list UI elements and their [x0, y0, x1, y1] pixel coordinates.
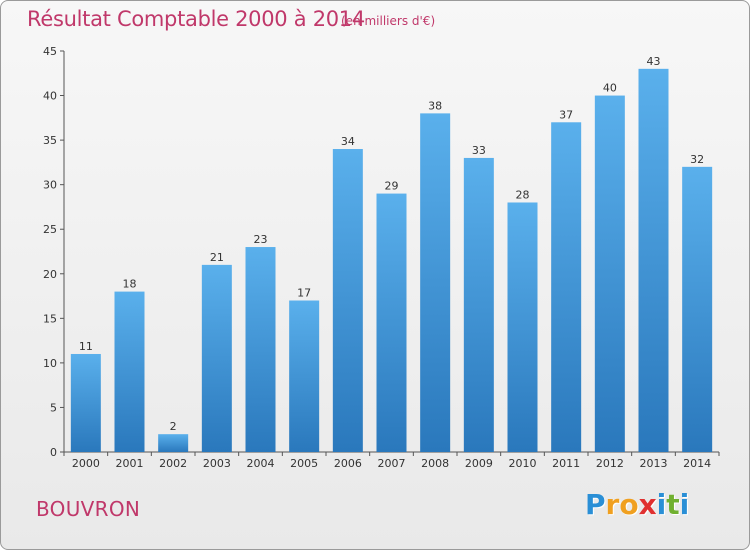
y-tick-label: 20 — [43, 268, 57, 281]
y-tick-label: 45 — [43, 45, 57, 58]
y-tick-label: 15 — [43, 312, 57, 325]
data-label-2013: 43 — [647, 55, 661, 68]
bar-2011 — [551, 122, 582, 453]
x-tick-label: 2008 — [421, 457, 449, 470]
bar-2010 — [507, 202, 538, 452]
x-tick-label: 2011 — [552, 457, 580, 470]
data-label-2006: 34 — [341, 135, 355, 148]
logo-letter: i — [656, 488, 667, 521]
bar-2009 — [463, 157, 494, 452]
data-label-2010: 28 — [516, 188, 530, 201]
data-label-2004: 23 — [254, 233, 268, 246]
x-tick-label: 2009 — [465, 457, 493, 470]
data-label-2003: 21 — [210, 251, 224, 264]
x-tick-label: 2005 — [290, 457, 318, 470]
x-tick-label: 2014 — [683, 457, 711, 470]
bar-2012 — [594, 95, 625, 453]
x-tick-label: 2000 — [72, 457, 100, 470]
data-label-2005: 17 — [297, 287, 311, 300]
logo-letter: i — [679, 488, 690, 521]
data-label-2011: 37 — [559, 108, 573, 121]
y-tick-label: 5 — [50, 401, 57, 414]
x-tick-label: 2003 — [203, 457, 231, 470]
x-tick-label: 2007 — [378, 457, 406, 470]
bar-2004 — [245, 247, 276, 452]
logo-letter: P — [585, 488, 606, 521]
bar-2002 — [158, 434, 189, 452]
x-tick-label: 2001 — [116, 457, 144, 470]
logo-letter: r — [605, 488, 620, 521]
x-tick-label: 2012 — [596, 457, 624, 470]
data-label-2008: 38 — [428, 99, 442, 112]
x-tick-label: 2002 — [159, 457, 187, 470]
data-label-2002: 2 — [170, 420, 177, 433]
y-tick-label: 0 — [50, 446, 57, 459]
data-label-2014: 32 — [690, 153, 704, 166]
logo-letter: o — [619, 488, 639, 521]
data-label-2012: 40 — [603, 82, 617, 95]
commune-name: BOUVRON — [36, 497, 141, 521]
bar-2013 — [638, 68, 669, 453]
y-tick-label: 25 — [43, 223, 57, 236]
bars — [70, 68, 713, 453]
x-tick-label: 2006 — [334, 457, 362, 470]
data-label-2007: 29 — [385, 180, 399, 193]
logo-letter: t — [666, 488, 680, 521]
bar-2006 — [332, 149, 363, 452]
data-label-2000: 11 — [79, 340, 93, 353]
bar-2003 — [201, 264, 232, 452]
data-label-2009: 33 — [472, 144, 486, 157]
proxiti-logo: Proxiti — [585, 488, 689, 521]
bar-2001 — [114, 291, 145, 452]
data-labels: 11 18 2 21 23 17 34 29 38 33 28 37 40 43 32 — [79, 55, 704, 433]
bar-2007 — [376, 193, 407, 453]
x-tick-label: 2004 — [247, 457, 275, 470]
x-tick-label: 2010 — [509, 457, 537, 470]
bar-2014 — [682, 166, 713, 452]
chart-title: Résultat Comptable 2000 à 2014 — [27, 7, 365, 31]
bar-2000 — [70, 353, 101, 452]
x-tick-label: 2013 — [640, 457, 668, 470]
bar-2008 — [420, 113, 451, 452]
y-tick-label: 40 — [43, 90, 57, 103]
bar-2005 — [289, 300, 320, 452]
chart-subtitle: (en milliers d'€) — [341, 14, 436, 28]
y-tick-label: 10 — [43, 357, 57, 370]
data-label-2001: 18 — [123, 278, 137, 291]
axes: 0 5 10 15 20 25 30 35 40 45 2000 2001 2002 2003 2004 20… — [43, 45, 720, 470]
logo-letter: x — [638, 488, 657, 521]
y-tick-label: 35 — [43, 134, 57, 147]
y-tick-label: 30 — [43, 179, 57, 192]
